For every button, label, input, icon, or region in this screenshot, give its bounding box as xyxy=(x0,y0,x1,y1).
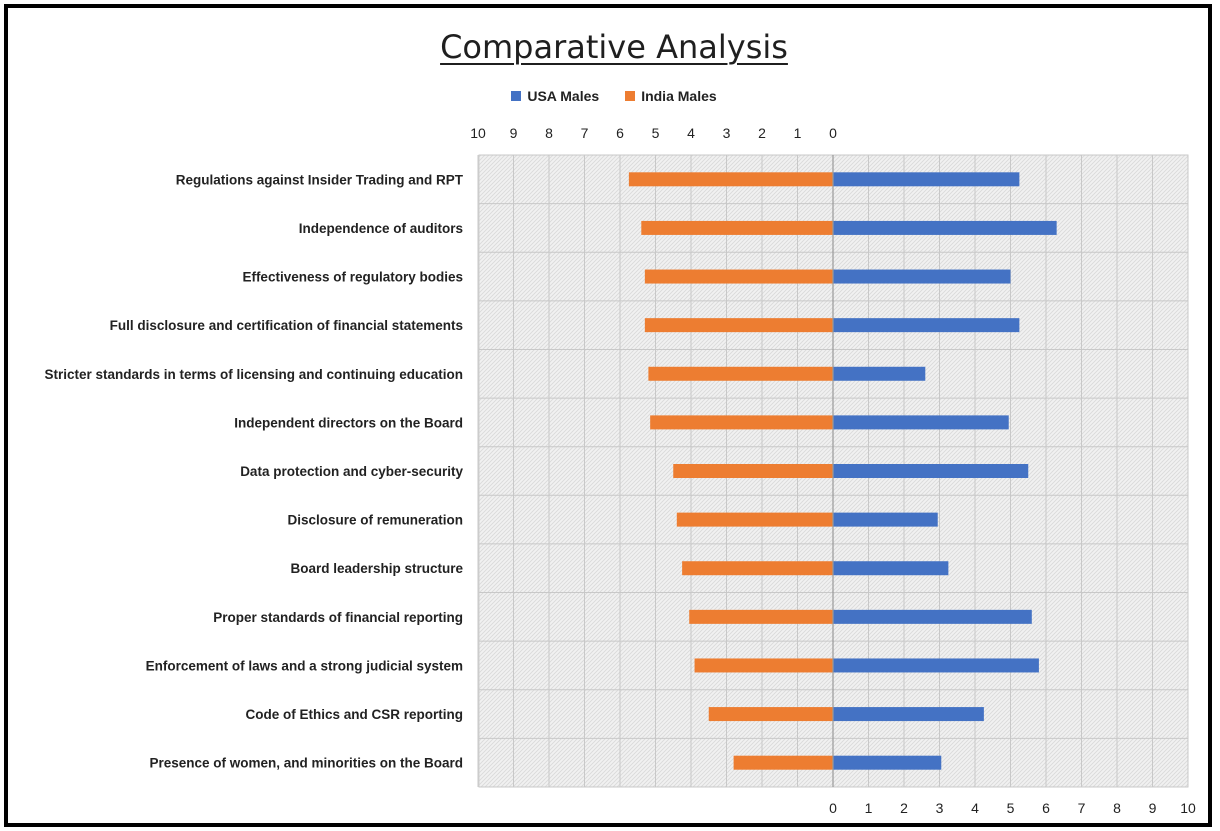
bar-usa-males xyxy=(833,269,1011,284)
category-labels: Regulations against Insider Trading and … xyxy=(44,172,463,770)
tick-label-top: 1 xyxy=(794,125,802,141)
category-label: Independence of auditors xyxy=(299,221,463,236)
tick-label-bottom: 3 xyxy=(936,800,944,816)
category-label: Independent directors on the Board xyxy=(234,415,463,430)
tick-label-bottom: 5 xyxy=(1007,800,1015,816)
tick-label-top: 0 xyxy=(829,125,837,141)
bar-usa-males xyxy=(833,220,1057,235)
tick-label-bottom: 0 xyxy=(829,800,837,816)
tick-label-bottom: 2 xyxy=(900,800,908,816)
tick-label-bottom: 6 xyxy=(1042,800,1050,816)
legend-swatch-usa xyxy=(511,91,522,101)
bar-usa-males xyxy=(833,561,949,576)
bar-usa-males xyxy=(833,366,926,381)
bar-india-males xyxy=(648,366,833,381)
tick-label-bottom: 1 xyxy=(865,800,873,816)
bar-india-males xyxy=(689,609,833,624)
category-label: Board leadership structure xyxy=(290,561,463,576)
category-label: Regulations against Insider Trading and … xyxy=(176,172,464,187)
tick-label-bottom: 7 xyxy=(1078,800,1086,816)
bar-usa-males xyxy=(833,318,1020,333)
tick-label-top: 7 xyxy=(581,125,589,141)
bar-usa-males xyxy=(833,464,1029,478)
category-label: Data protection and cyber-security xyxy=(240,464,463,479)
category-label: Code of Ethics and CSR reporting xyxy=(245,707,463,722)
bar-usa-males xyxy=(833,609,1032,624)
tick-label-bottom: 10 xyxy=(1180,800,1196,816)
bar-usa-males xyxy=(833,707,984,722)
bars-group xyxy=(628,155,1057,787)
category-label: Stricter standards in terms of licensing… xyxy=(44,367,463,382)
bar-india-males xyxy=(641,220,833,235)
category-label: Full disclosure and certification of fin… xyxy=(110,318,463,333)
bar-india-males xyxy=(694,658,833,673)
bar-usa-males xyxy=(833,658,1039,673)
legend-label-india: India Males xyxy=(641,88,717,104)
top-axis-ticks: 10 9 8 7 6 5 4 3 2 1 0 xyxy=(470,125,837,141)
bar-india-males xyxy=(644,269,833,284)
tick-label-top: 4 xyxy=(687,125,695,141)
tick-label-top: 3 xyxy=(723,125,731,141)
tick-label-bottom: 4 xyxy=(971,800,979,816)
bar-usa-males xyxy=(833,415,1009,430)
category-label: Disclosure of remuneration xyxy=(287,513,463,528)
legend-item-usa: USA Males xyxy=(511,88,599,104)
category-label: Effectiveness of regulatory bodies xyxy=(242,270,463,285)
tick-label-top: 6 xyxy=(616,125,624,141)
tick-label-bottom: 8 xyxy=(1113,800,1121,816)
bar-usa-males xyxy=(833,512,938,527)
bottom-axis-ticks: 0 1 2 3 4 5 6 7 8 9 10 xyxy=(829,800,1196,816)
bar-usa-males xyxy=(833,755,942,770)
tick-label-bottom: 9 xyxy=(1149,800,1157,816)
legend-item-india: India Males xyxy=(625,88,717,104)
legend-swatch-india xyxy=(625,91,636,101)
bar-india-males xyxy=(676,512,833,527)
bar-india-males xyxy=(682,561,833,576)
bar-india-males xyxy=(708,707,833,722)
bar-india-males xyxy=(733,755,833,770)
bar-india-males xyxy=(673,464,833,478)
bar-india-males xyxy=(650,415,833,430)
legend-label-usa: USA Males xyxy=(527,88,600,104)
tick-label-top: 9 xyxy=(510,125,518,141)
bar-india-males xyxy=(628,172,833,187)
tick-label-top: 10 xyxy=(470,125,486,141)
legend: USA Males India Males xyxy=(0,88,1220,104)
category-label: Presence of women, and minorities on the… xyxy=(149,756,463,771)
tick-label-top: 8 xyxy=(545,125,553,141)
tick-label-top: 5 xyxy=(652,125,660,141)
category-label: Enforcement of laws and a strong judicia… xyxy=(146,658,463,673)
category-label: Proper standards of financial reporting xyxy=(213,610,463,625)
grid-lines xyxy=(477,154,1189,788)
bar-usa-males xyxy=(833,172,1020,187)
bar-india-males xyxy=(644,318,833,333)
tick-label-top: 2 xyxy=(758,125,766,141)
chart-title: Comparative Analysis xyxy=(440,28,788,66)
